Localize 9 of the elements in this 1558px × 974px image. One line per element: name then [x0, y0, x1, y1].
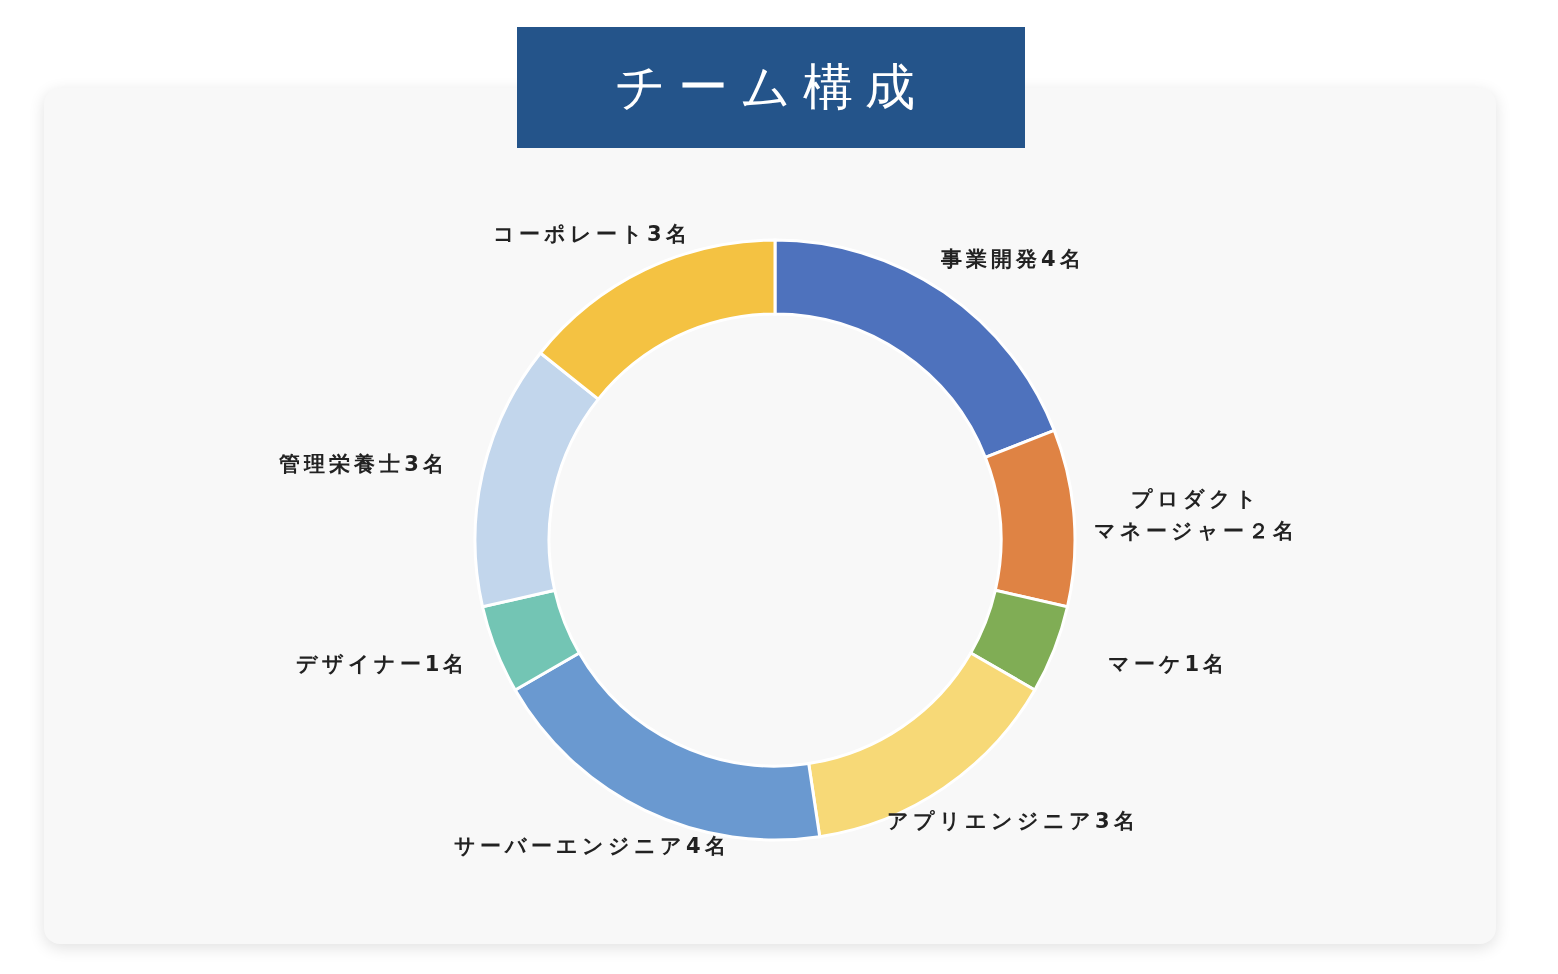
slice-label: 管理栄養士3名: [278, 452, 448, 477]
slice-label: デザイナー1名: [295, 652, 469, 677]
slice-label: マーケ1名: [1107, 652, 1229, 677]
slice-label: アプリエンジニア3名: [886, 808, 1139, 833]
slice-label: プロダクトマネージャー２名: [1093, 486, 1298, 543]
slice-label: サーバーエンジニア4名: [454, 834, 730, 859]
chart-title: チーム構成: [517, 27, 1025, 148]
slice-label: 事業開発4名: [939, 247, 1085, 272]
slice-label: コーポレート3名: [493, 221, 691, 246]
